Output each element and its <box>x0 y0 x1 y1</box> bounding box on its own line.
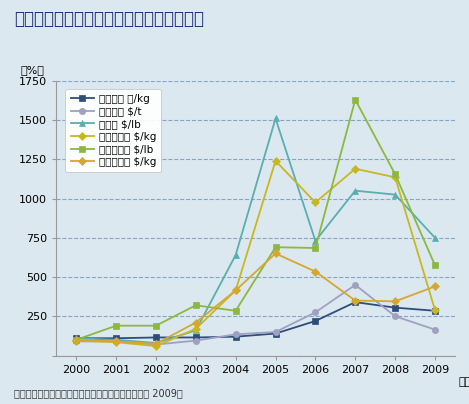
モリブデン $/kg <box>153 344 159 349</box>
ニッケル $/t <box>353 282 358 287</box>
インジウム $/kg <box>272 251 278 256</box>
Legend: リチウム 円/kg, ニッケル $/t, セレン $/lb, モリブデン $/kg, カドミウム $/lb, インジウム $/kg: リチウム 円/kg, ニッケル $/t, セレン $/lb, モリブデン $/k… <box>66 89 161 172</box>
ニッケル $/t <box>153 342 159 347</box>
インジウム $/kg <box>233 288 239 293</box>
セレン $/lb <box>153 341 159 345</box>
セレン $/lb <box>113 337 119 342</box>
セレン $/lb <box>432 236 438 240</box>
インジウム $/kg <box>353 298 358 303</box>
インジウム $/kg <box>432 284 438 289</box>
セレン $/lb <box>353 188 358 193</box>
Line: ニッケル $/t: ニッケル $/t <box>73 282 438 348</box>
カドミウム $/lb <box>233 308 239 313</box>
ニッケル $/t <box>193 338 198 343</box>
Line: セレン $/lb: セレン $/lb <box>73 116 438 346</box>
Line: リチウム 円/kg: リチウム 円/kg <box>73 299 438 341</box>
リチウム 円/kg <box>73 336 79 341</box>
Text: レアメタルの国際価格の推移（実勢価格）: レアメタルの国際価格の推移（実勢価格） <box>14 10 204 28</box>
モリブデン $/kg <box>312 200 318 205</box>
Text: 出典：日本メタル経済研究所「クリティカルメタル 2009」: 出典：日本メタル経済研究所「クリティカルメタル 2009」 <box>14 388 183 398</box>
セレン $/lb <box>312 238 318 243</box>
モリブデン $/kg <box>113 340 119 345</box>
リチウム 円/kg <box>432 308 438 313</box>
モリブデン $/kg <box>272 158 278 163</box>
モリブデン $/kg <box>233 288 239 293</box>
モリブデン $/kg <box>353 166 358 171</box>
カドミウム $/lb <box>312 246 318 250</box>
インジウム $/kg <box>73 337 79 342</box>
ニッケル $/t <box>233 332 239 337</box>
ニッケル $/t <box>392 314 398 319</box>
ニッケル $/t <box>113 339 119 344</box>
インジウム $/kg <box>193 320 198 325</box>
カドミウム $/lb <box>353 97 358 102</box>
リチウム 円/kg <box>392 305 398 310</box>
インジウム $/kg <box>312 269 318 274</box>
ニッケル $/t <box>432 327 438 332</box>
リチウム 円/kg <box>233 334 239 339</box>
ニッケル $/t <box>73 339 79 344</box>
Line: カドミウム $/lb: カドミウム $/lb <box>73 97 438 343</box>
カドミウム $/lb <box>432 263 438 268</box>
ニッケル $/t <box>272 330 278 335</box>
カドミウム $/lb <box>113 323 119 328</box>
セレン $/lb <box>233 252 239 257</box>
セレン $/lb <box>272 116 278 121</box>
リチウム 円/kg <box>153 335 159 340</box>
リチウム 円/kg <box>353 300 358 305</box>
リチウム 円/kg <box>193 335 198 340</box>
カドミウム $/lb <box>153 323 159 328</box>
モリブデン $/kg <box>193 326 198 331</box>
モリブデン $/kg <box>73 338 79 343</box>
リチウム 円/kg <box>272 331 278 336</box>
Text: （年）: （年） <box>459 377 469 387</box>
リチウム 円/kg <box>312 319 318 324</box>
Line: インジウム $/kg: インジウム $/kg <box>73 250 438 347</box>
モリブデン $/kg <box>392 175 398 180</box>
インジウム $/kg <box>153 341 159 346</box>
セレン $/lb <box>73 336 79 341</box>
ニッケル $/t <box>312 310 318 315</box>
セレン $/lb <box>193 328 198 333</box>
モリブデン $/kg <box>432 307 438 312</box>
Text: （%）: （%） <box>21 65 44 75</box>
インジウム $/kg <box>392 299 398 304</box>
リチウム 円/kg <box>113 336 119 341</box>
カドミウム $/lb <box>193 303 198 308</box>
Line: モリブデン $/kg: モリブデン $/kg <box>73 158 438 349</box>
インジウム $/kg <box>113 339 119 344</box>
カドミウム $/lb <box>272 245 278 250</box>
カドミウム $/lb <box>73 337 79 342</box>
セレン $/lb <box>392 192 398 197</box>
カドミウム $/lb <box>392 172 398 177</box>
